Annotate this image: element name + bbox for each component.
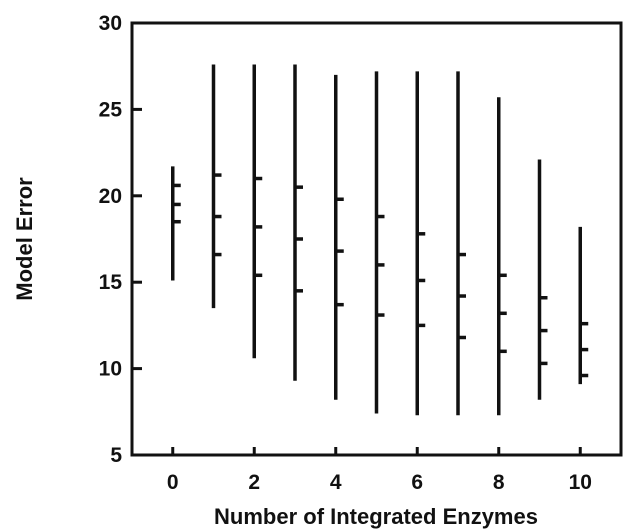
range-group (497, 97, 507, 416)
x-tick-label: 2 (248, 471, 260, 494)
x-tick-label: 4 (330, 471, 342, 494)
y-axis-title: Model Error (12, 177, 37, 301)
x-axis-title: Number of Integrated Enzymes (214, 504, 538, 529)
range-group (334, 74, 344, 400)
y-tick-label: 25 (99, 98, 123, 121)
y-tick-label: 30 (99, 12, 122, 35)
y-tick-label: 10 (99, 358, 122, 381)
y-axis: 5 10 15 20 25 30 (99, 12, 142, 467)
x-tick-label: 8 (493, 471, 505, 494)
y-tick-label: 20 (99, 185, 122, 208)
plot-frame (130, 21, 623, 457)
range-group (578, 226, 589, 385)
x-tick-label: 10 (569, 471, 592, 494)
range-group (252, 64, 263, 359)
x-tick-label: 0 (167, 471, 179, 494)
range-group (171, 166, 181, 281)
range-group (415, 71, 426, 416)
range-group (211, 64, 222, 309)
x-tick-label: 6 (411, 471, 423, 494)
x-axis: 0 2 4 6 8 10 (167, 447, 592, 494)
range-group (374, 71, 385, 414)
y-tick-label: 15 (99, 271, 123, 294)
range-group (537, 159, 548, 400)
range-group (293, 64, 303, 381)
y-tick-label: 5 (110, 444, 122, 467)
range-marks (171, 64, 589, 416)
range-group (456, 71, 466, 416)
